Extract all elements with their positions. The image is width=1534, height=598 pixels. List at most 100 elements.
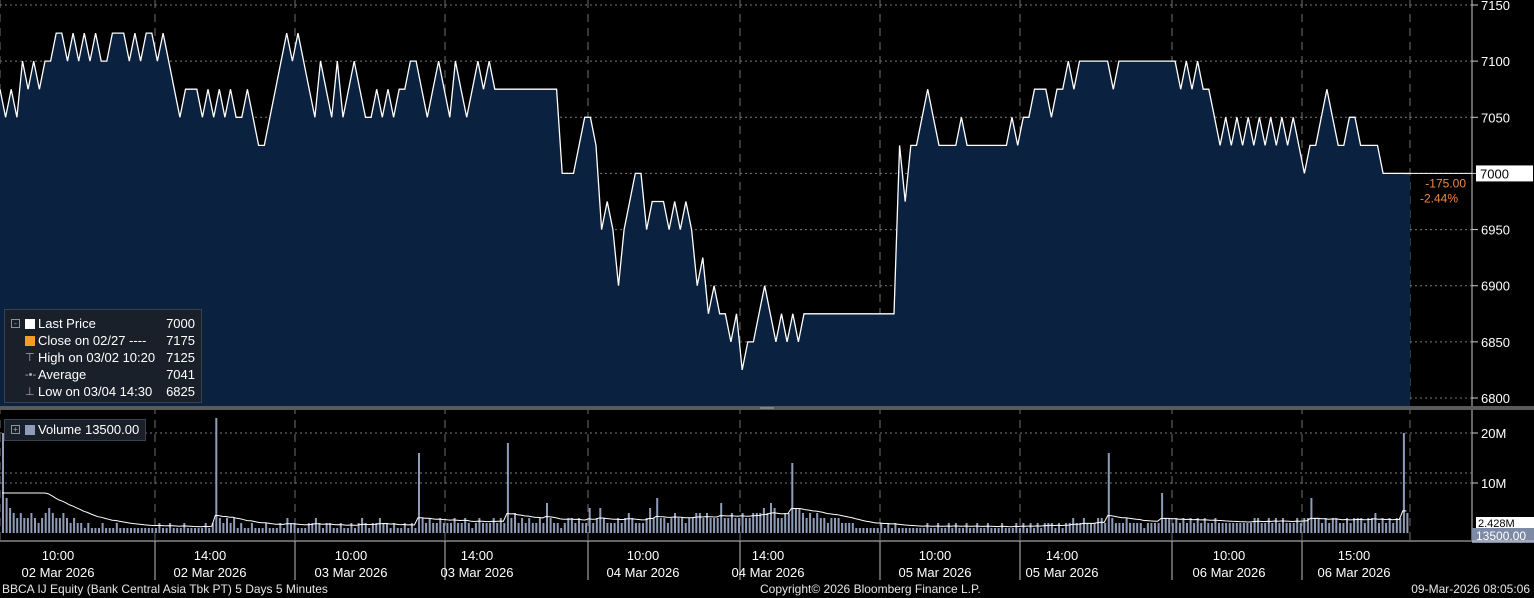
legend-toggle-icon[interactable]: - (11, 319, 20, 328)
volume-bar (492, 518, 495, 533)
avg-volume-tag-label: 2.428M (1478, 518, 1515, 530)
volume-bar (446, 523, 449, 533)
volume-bar (837, 518, 840, 533)
volume-bar (418, 453, 420, 533)
volume-bar (1111, 518, 1114, 533)
legend-row-last-price[interactable]: - Last Price 7000 (5, 316, 201, 332)
volume-bar (777, 518, 780, 533)
price-tick-label: 6800 (1481, 391, 1510, 406)
volume-bar (1193, 523, 1196, 533)
footer-copyright: Copyright© 2026 Bloomberg Finance L.P. (760, 582, 981, 596)
volume-bar (716, 518, 719, 533)
price-tick-label: 7150 (1481, 0, 1510, 13)
volume-bar (688, 518, 691, 533)
volume-bar (1015, 523, 1018, 533)
volume-bar (770, 503, 772, 533)
volume-bar (286, 518, 289, 533)
legend-row-volume[interactable]: + Volume 13500.00 (5, 422, 145, 438)
volume-bar (1043, 523, 1046, 533)
volume-bar (41, 518, 44, 533)
volume-bar (354, 528, 356, 533)
volume-bar (734, 518, 737, 533)
volume-bar (300, 528, 303, 533)
volume-bar (1065, 523, 1068, 533)
volume-bar (762, 508, 765, 533)
volume-bar (154, 528, 157, 533)
volume-bar (759, 513, 762, 533)
volume-bar (851, 523, 854, 533)
volume-bar (23, 518, 26, 533)
volume-bar (1296, 518, 1299, 533)
volume-bar (1367, 518, 1370, 533)
volume-bar (83, 528, 86, 533)
volume-bar (720, 503, 723, 533)
volume-bar (1242, 523, 1245, 533)
volume-bar (87, 523, 90, 533)
legend-close-value: 7175 (166, 333, 195, 348)
volume-bar (816, 513, 819, 533)
volume-bar (378, 518, 381, 533)
legend-toggle-icon[interactable]: + (11, 425, 20, 434)
volume-bar (549, 518, 552, 533)
volume-bar (194, 528, 196, 533)
volume-bar (1189, 518, 1192, 533)
volume-bar (994, 528, 996, 533)
legend-row-high[interactable]: ⊤ High on 03/02 10:20 7125 (5, 350, 201, 366)
volume-bar (229, 523, 232, 533)
volume-bar (930, 528, 932, 533)
volume-bar (1075, 523, 1078, 533)
volume-bar (98, 528, 100, 533)
volume-bar (258, 528, 260, 533)
legend-last-label: Last Price (38, 316, 96, 331)
volume-bar (919, 528, 922, 533)
volume-bar (133, 528, 136, 533)
volume-bar (442, 523, 445, 533)
legend-row-low[interactable]: ⊥ Low on 03/04 14:30 6825 (5, 384, 201, 400)
legend-row-close[interactable]: Close on 02/27 ---- 7175 (5, 333, 201, 349)
volume-bar (1235, 523, 1238, 533)
volume-bar (236, 528, 239, 533)
volume-bar (1257, 518, 1260, 533)
volume-bar (1161, 493, 1164, 533)
volume-bar (560, 528, 563, 533)
volume-bar (1011, 528, 1014, 533)
legend-row-average[interactable]: -•- Average 7041 (5, 367, 201, 383)
volume-bar (226, 518, 228, 533)
volume-bar (1100, 518, 1103, 533)
volume-bar (16, 518, 19, 533)
volume-bar (531, 523, 534, 533)
volume-bar (208, 528, 211, 533)
volume-bar (482, 523, 484, 533)
volume-bar (1146, 523, 1149, 533)
volume-bar (834, 518, 836, 533)
volume-bar (140, 528, 143, 533)
volume-bar (108, 528, 111, 533)
volume-bar (972, 528, 975, 533)
volume-bar (1214, 518, 1217, 533)
volume-bar (1200, 523, 1203, 533)
volume-bar (1289, 523, 1292, 533)
legend-average-value: 7041 (166, 367, 195, 382)
volume-bar (1324, 518, 1327, 533)
volume-bar (186, 528, 189, 533)
legend-low-value: 6825 (166, 384, 195, 399)
volume-bar (752, 513, 755, 533)
volume-bar (37, 523, 40, 533)
volume-bar (1395, 518, 1398, 533)
volume-bar (90, 528, 93, 533)
volume-bar (521, 518, 524, 533)
volume-bar (649, 508, 652, 533)
volume-bar (730, 513, 733, 533)
volume-bar (1022, 523, 1025, 533)
volume-bar (809, 513, 812, 533)
last-price-tag (1476, 165, 1533, 182)
price-area (0, 33, 1400, 406)
x-tick-date-label: 02 Mar 2026 (22, 565, 95, 580)
volume-bar (908, 528, 911, 533)
volume-bar (464, 518, 467, 533)
volume-bar (1129, 523, 1132, 533)
volume-bar (1246, 523, 1249, 533)
volume-bar (1402, 433, 1405, 533)
volume-bar (1018, 528, 1021, 533)
volume-bar (979, 528, 982, 533)
